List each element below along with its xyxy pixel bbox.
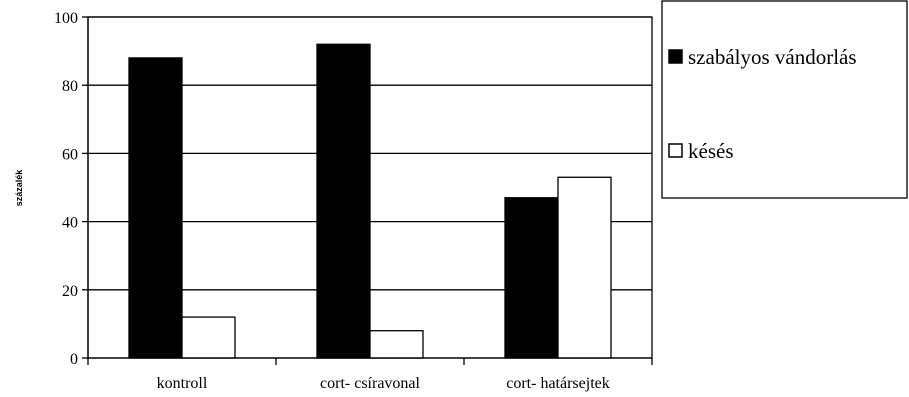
y-tick-label: 20 [62, 283, 78, 300]
legend: szabályos vándorlás késés [661, 0, 908, 199]
bar-keses-2 [557, 176, 612, 359]
legend-swatch [668, 49, 683, 64]
bar-szabalyos-2 [504, 197, 559, 359]
y-tick-label: 0 [70, 351, 78, 368]
y-tick-label: 80 [62, 78, 78, 95]
y-tick-label: 40 [62, 215, 78, 232]
legend-box [661, 0, 908, 199]
bars [128, 43, 612, 359]
x-tick-label: cort- határsejtek [506, 375, 610, 392]
y-axis-label: százalék [14, 169, 24, 207]
legend-label: szabályos vándorlás [688, 45, 857, 69]
bar-szabalyos-1 [316, 43, 371, 359]
bar-szabalyos-0 [128, 57, 183, 359]
y-tick-label: 100 [54, 10, 78, 27]
bar-keses-1 [369, 330, 424, 359]
y-axis-ticks: 0 20 40 60 80 100 [54, 10, 88, 368]
x-axis-ticks: kontroll cort- csíravonal cort- határsejte… [87, 358, 653, 392]
legend-items: szabályos vándorlás késés [668, 45, 857, 163]
y-tick-label: 60 [62, 146, 78, 163]
x-tick-label: cort- csíravonal [320, 375, 421, 392]
bar-keses-0 [181, 316, 236, 359]
legend-swatch [668, 143, 683, 158]
x-tick-label: kontroll [157, 375, 208, 392]
legend-label: késés [688, 139, 734, 163]
plot-area: 0 20 40 60 80 100 kontroll cort- csíravonal cor… [54, 10, 653, 392]
